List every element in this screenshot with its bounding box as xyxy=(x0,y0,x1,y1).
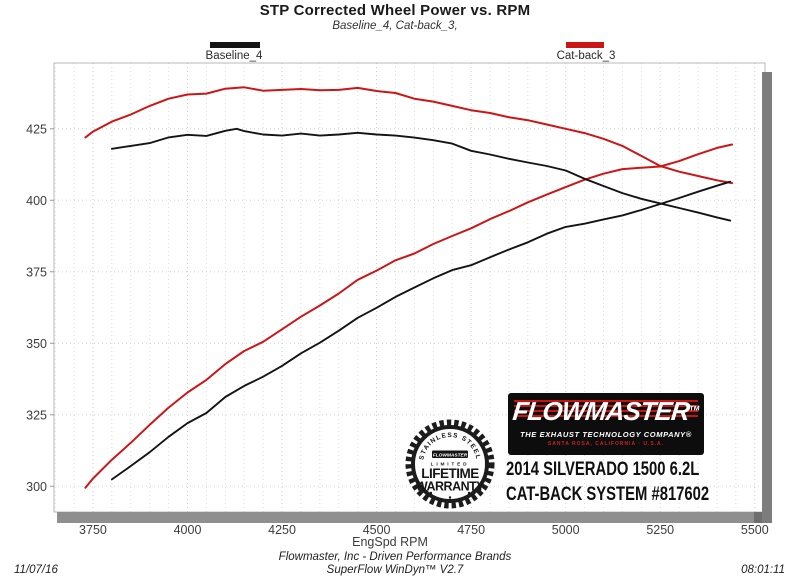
badge-limited-text: LIMITED xyxy=(431,462,470,468)
y-tick-label: 400 xyxy=(26,194,47,208)
badge-lifetime-text: LIFETIME xyxy=(421,466,479,481)
logo-tm: TM xyxy=(689,405,700,413)
legend-label-catback: Cat-back_3 xyxy=(556,50,616,62)
series-curve xyxy=(84,86,734,185)
vertical-scrollbar[interactable] xyxy=(762,72,772,523)
badge-dot xyxy=(448,496,452,499)
badge-brand-plate xyxy=(432,450,468,458)
x-axis-label: EngSpd RPM xyxy=(352,535,428,549)
footer-time: 08:01:11 xyxy=(741,564,785,576)
footer-company-line: Flowmaster, Inc - Driven Performance Bra… xyxy=(278,551,512,563)
x-tick-label: 4000 xyxy=(174,523,202,537)
flowmaster-logo: FLOWMASTERTM THE EXHAUST TECHNOLOGY COMP… xyxy=(508,393,704,455)
y-tick-label: 325 xyxy=(26,408,47,422)
page-title: STP Corrected Wheel Power vs. RPM xyxy=(259,2,531,19)
x-tick-label: 3750 xyxy=(79,523,107,537)
vehicle-description-line2: CAT-BACK SYSTEM #817602 xyxy=(506,484,710,505)
footer-software-line: SuperFlow WinDyn™ V2.7 xyxy=(326,564,464,576)
logo-address: SANTA ROSA, CALIFORNIA · U.S.A. xyxy=(547,441,665,447)
badge-dot xyxy=(429,491,433,495)
x-tick-label: 4750 xyxy=(457,523,485,537)
logo-stripe xyxy=(514,410,698,412)
y-tick-label: 425 xyxy=(26,122,47,136)
page-subtitle: Baseline_4, Cat-back_3, xyxy=(332,20,458,32)
y-tick-label: 375 xyxy=(26,265,47,279)
logo-stripe xyxy=(514,405,698,407)
lifetime-warranty-badge: STAINLESS STEEL FLOWMASTER LIMITED LIFET… xyxy=(405,419,495,509)
series-curve xyxy=(84,143,734,489)
badge-warranty-text: WARRANTY xyxy=(416,480,485,494)
legend-swatch-catback xyxy=(566,42,604,48)
series-curve xyxy=(110,180,732,481)
y-tick-label: 350 xyxy=(26,337,47,351)
series-curve xyxy=(110,127,732,222)
x-tick-label: 5000 xyxy=(552,523,580,537)
x-tick-label: 4500 xyxy=(363,523,391,537)
badge-ring xyxy=(411,425,489,503)
x-tick-label: 5250 xyxy=(646,523,674,537)
badge-dot xyxy=(467,491,471,495)
legend-label-baseline: Baseline_4 xyxy=(205,50,263,62)
x-tick-label: 5500 xyxy=(741,523,769,537)
badge-brand-text: FLOWMASTER xyxy=(433,452,468,458)
logo-tagline: THE EXHAUST TECHNOLOGY COMPANY® xyxy=(520,430,692,439)
y-tick-label: 300 xyxy=(26,480,47,494)
logo-stripe xyxy=(514,400,698,402)
horizontal-scrollbar[interactable] xyxy=(57,512,772,523)
footer-date: 11/07/16 xyxy=(14,564,58,576)
logo-wordmark: FLOWMASTERTM xyxy=(511,396,700,426)
vehicle-description-line1: 2014 SILVERADO 1500 6.2L xyxy=(506,459,700,480)
legend-swatch-baseline xyxy=(210,42,260,48)
x-tick-label: 4250 xyxy=(268,523,296,537)
logo-stripe xyxy=(514,415,698,417)
